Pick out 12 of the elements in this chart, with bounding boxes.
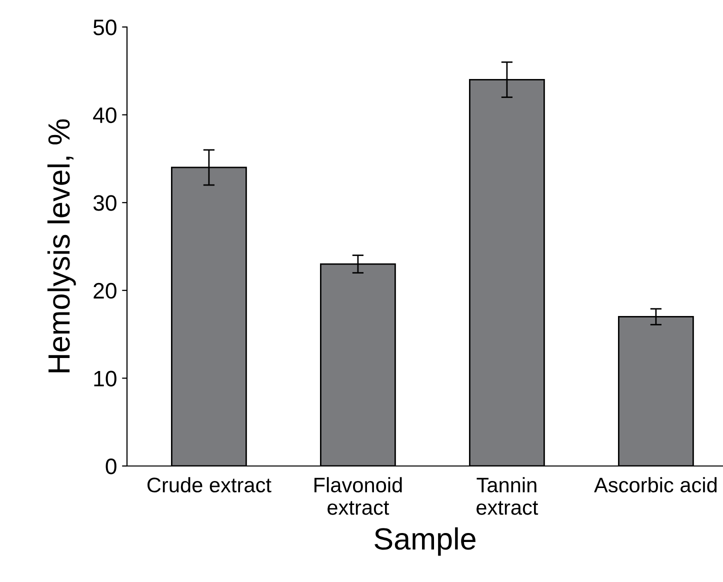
x-tick-label: Ascorbic acid [594,477,717,492]
x-tick-label: Flavonoid extract [314,477,402,515]
y-tick-label: 40 [93,107,116,124]
x-tick-label: Tannin extract [476,477,538,515]
y-axis-title: Hemolysis level, % [47,119,76,372]
y-tick-label: 0 [106,458,116,474]
x-tick-label: Crude extract [147,477,272,492]
y-tick-label: 20 [94,282,116,299]
y-tick-label: 30 [93,195,116,211]
y-tick-label: 50 [93,20,116,36]
y-tick-label: 10 [94,370,116,386]
x-axis-title: Sample [374,527,476,556]
